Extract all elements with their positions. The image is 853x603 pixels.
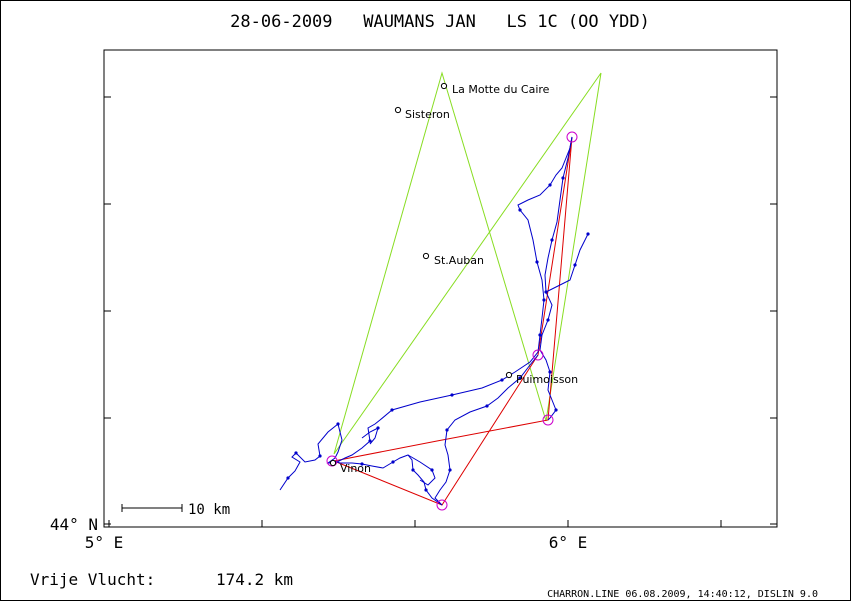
turnpoint-puimoisson — [532, 349, 544, 361]
turnpoint-south — [436, 499, 448, 511]
place-label-vinon: Vinon — [340, 462, 371, 475]
turnpoint-east — [542, 414, 554, 426]
y-tick-label-44n: 44° N — [50, 515, 98, 534]
place-marker-vinon — [329, 459, 337, 467]
x-tick-label-5e: 5° E — [85, 533, 124, 552]
place-label-puimoisson: Puimoisson — [516, 373, 578, 386]
place-markers: La Motte du Caire Sisteron St.Auban Puim… — [329, 82, 578, 475]
bottom-ticks — [108, 520, 722, 527]
place-label-sisteron: Sisteron — [405, 108, 450, 121]
track-fixes — [286, 176, 590, 492]
task-route — [333, 136, 573, 506]
plot-area — [103, 49, 778, 528]
credit-line: CHARRON.LINE 06.08.2009, 14:40:12, DISLI… — [547, 589, 818, 600]
place-marker-sisteron — [394, 106, 402, 114]
x-tick-label-6e: 6° E — [549, 533, 588, 552]
turnpoint-north — [566, 131, 578, 143]
place-marker-st-auban — [422, 252, 430, 260]
turnpoints — [326, 131, 578, 511]
turnpoint-vinon — [326, 455, 338, 467]
left-ticks — [104, 96, 111, 525]
map-title: 28-06-2009 WAUMANS JAN LS 1C (OO YDD) — [230, 12, 650, 32]
place-label-la-motte: La Motte du Caire — [452, 83, 550, 96]
scale-bar — [121, 504, 183, 512]
distance-label: Vrije Vlucht: — [30, 570, 155, 589]
scale-bar-label: 10 km — [188, 502, 230, 518]
place-label-st-auban: St.Auban — [434, 254, 484, 267]
flight-track — [279, 136, 589, 506]
free-flight-route — [333, 71, 602, 455]
place-marker-puimoisson — [505, 371, 513, 379]
distance-value: 174.2 km — [216, 570, 293, 589]
place-marker-la-motte — [440, 82, 448, 90]
right-ticks — [770, 96, 777, 525]
